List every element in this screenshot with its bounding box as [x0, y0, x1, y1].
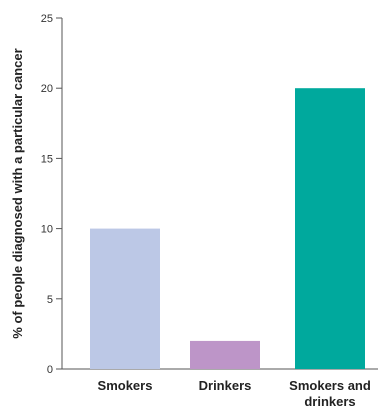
- x-category-label: drinkers: [304, 394, 355, 409]
- x-category-label: Smokers: [98, 378, 153, 393]
- y-tick-label: 15: [41, 153, 53, 165]
- y-tick-label: 25: [41, 13, 53, 25]
- x-category-label: Smokers and: [289, 378, 371, 393]
- x-category-label: Drinkers: [199, 378, 252, 393]
- y-tick-label: 20: [41, 83, 53, 95]
- bar: [295, 88, 365, 369]
- y-tick-label: 10: [41, 224, 53, 236]
- bar: [90, 228, 160, 369]
- y-tick-label: 0: [47, 364, 53, 376]
- bars: [90, 88, 365, 369]
- bar: [190, 340, 260, 369]
- y-axis-ticks: 0 5 10 15 20 25: [41, 13, 62, 376]
- y-axis-title: % of people diagnosed with a particular …: [10, 48, 25, 338]
- y-tick-label: 5: [47, 294, 53, 306]
